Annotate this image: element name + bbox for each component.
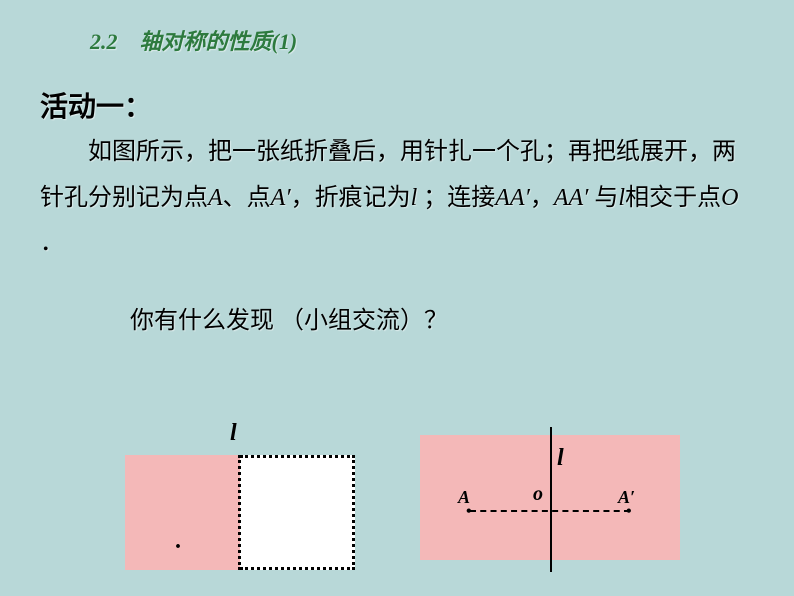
fold-line-left — [238, 455, 241, 570]
math-AA: AA′ — [495, 185, 530, 211]
instruction-text: 如图所示，把一张纸折叠后，用针扎一个孔；再把纸展开，两针孔分别记为点A、点A′，… — [40, 130, 754, 267]
label-l-left: l — [230, 420, 237, 447]
text-seg: 与 — [588, 185, 618, 211]
pin-hole-dot: . — [175, 528, 181, 555]
question-text: 你有什么发现 （小组交流）？ — [130, 300, 448, 335]
label-A: A — [458, 487, 470, 508]
math-AA2: AA′ — [554, 185, 589, 211]
segment-AA — [470, 510, 630, 512]
text-seg: 相交于点 — [625, 185, 721, 211]
text-seg: ，折痕记为 — [291, 185, 411, 211]
right-figure: l • A • A′ o — [420, 435, 700, 575]
math-A: A — [208, 185, 223, 211]
page-title: 2.2 轴对称的性质(1) — [90, 24, 297, 56]
math-O: O — [721, 185, 738, 211]
math-Aprime: A′ — [271, 185, 291, 211]
text-seg: ， — [530, 185, 554, 211]
label-Aprime: A′ — [618, 487, 635, 508]
text-seg: 、点 — [223, 185, 271, 211]
fold-line-right — [550, 427, 552, 572]
paper-left-half — [125, 455, 240, 570]
text-seg: ；连接 — [417, 185, 495, 211]
label-O: o — [533, 483, 543, 506]
paper-right-half — [240, 455, 355, 570]
activity-heading: 活动一： — [40, 85, 152, 125]
text-seg: ． — [40, 230, 64, 256]
left-figure: l . — [70, 420, 310, 560]
diagram-area: l . l • A • A′ o — [0, 390, 794, 590]
label-l-right: l — [557, 445, 564, 472]
